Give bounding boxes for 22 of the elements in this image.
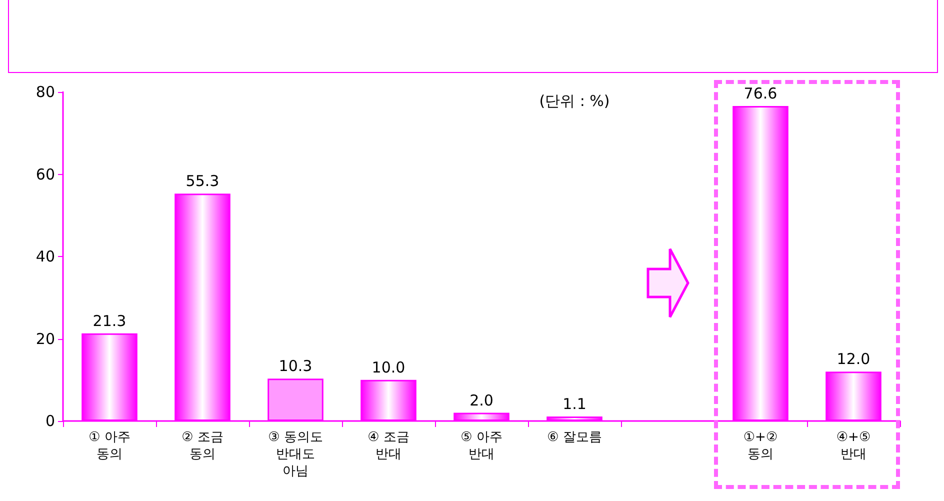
x-tick-label: ⑤ 아주 반대 [460, 430, 502, 462]
data-label: 12.0 [836, 350, 870, 368]
x-tick-label: ② 조금 동의 [182, 430, 224, 462]
x-tick-label: ①+② 동의 [743, 430, 778, 462]
y-tick-label: 20 [36, 330, 55, 348]
data-label: 10.3 [278, 357, 312, 376]
x-tick-label: ④+⑤ 반대 [836, 430, 871, 462]
data-label: 21.3 [92, 312, 126, 330]
y-tick-label: 60 [36, 165, 55, 184]
x-tick-label: ③ 동의도 반대도 아님 [268, 430, 323, 479]
data-label: 2.0 [470, 391, 494, 410]
data-label: 55.3 [186, 172, 220, 190]
y-tick-label: 0 [45, 412, 55, 430]
annotation: (단위 : %) [539, 92, 610, 111]
data-label: 1.1 [562, 394, 586, 413]
x-tick-label: ① 아주 동의 [88, 430, 130, 462]
data-label: 76.6 [744, 84, 778, 102]
y-tick-label: 40 [36, 248, 55, 266]
x-tick-label: ⑥ 잘모름 [547, 430, 602, 445]
data-label: 10.0 [372, 358, 406, 376]
y-tick-label: 80 [36, 83, 55, 101]
x-tick-label: ④ 조금 반대 [368, 430, 410, 462]
